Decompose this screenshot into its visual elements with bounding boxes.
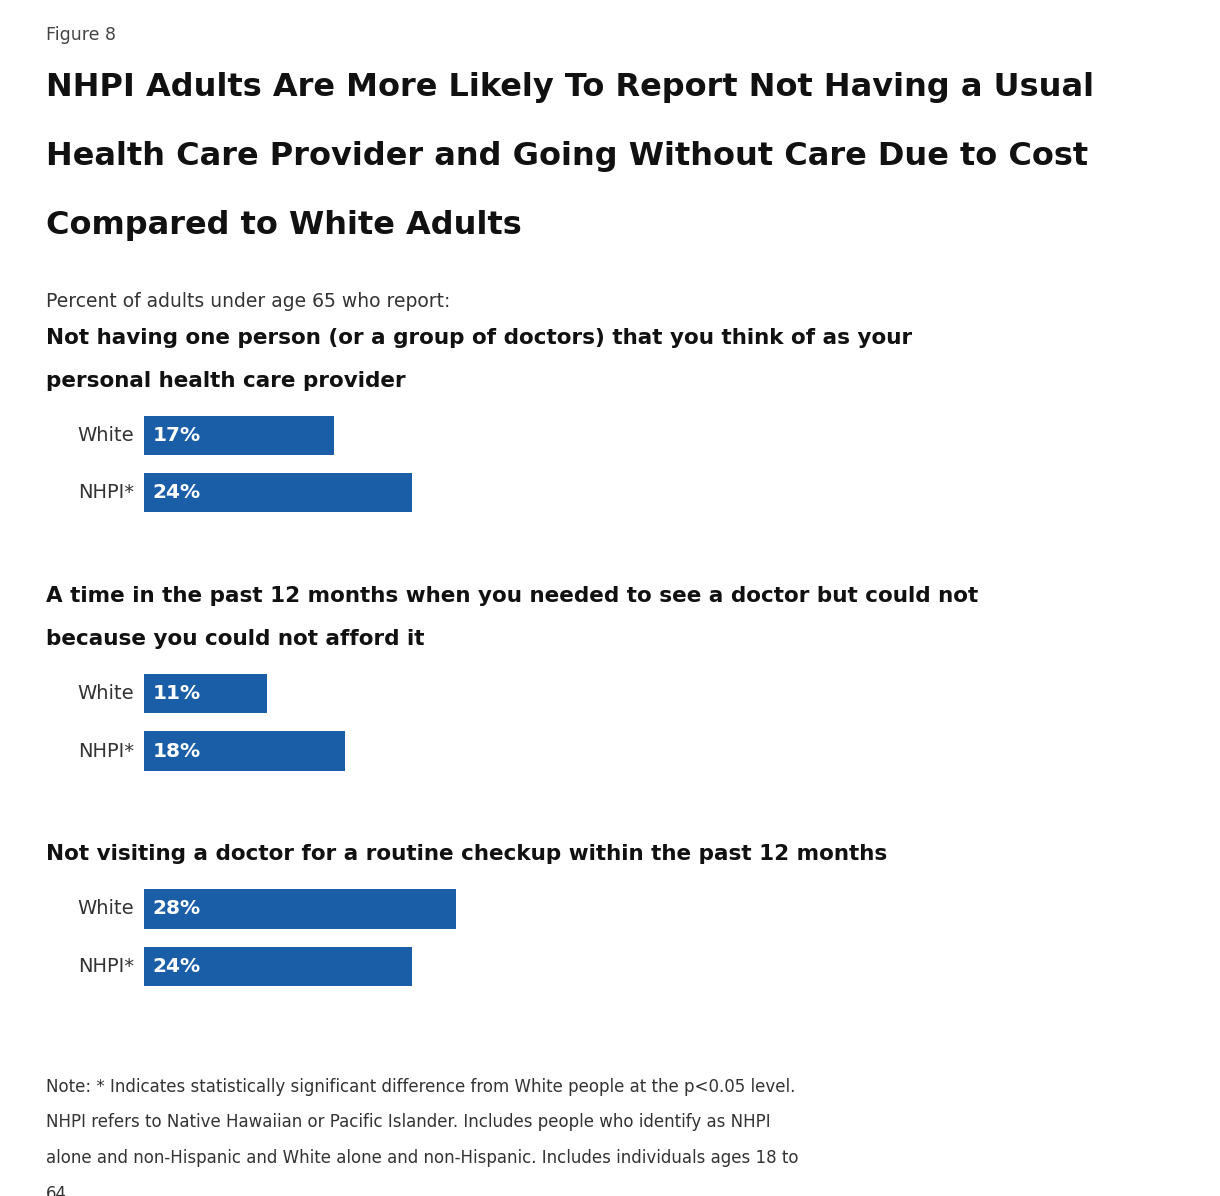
Text: A time in the past 12 months when you needed to see a doctor but could not: A time in the past 12 months when you ne… [46,586,978,606]
Text: 17%: 17% [152,426,200,445]
Text: White: White [78,426,134,445]
Text: Not having one person (or a group of doctors) that you think of as your: Not having one person (or a group of doc… [46,328,913,348]
Text: 24%: 24% [152,483,200,502]
Bar [144,474,411,513]
Text: NHPI*: NHPI* [78,483,134,502]
Text: 11%: 11% [152,684,200,703]
Bar [144,416,333,456]
Bar [144,732,345,771]
Text: White: White [78,684,134,703]
Text: NHPI Adults Are More Likely To Report Not Having a Usual: NHPI Adults Are More Likely To Report No… [46,72,1094,103]
Bar [144,890,456,929]
Bar [144,947,411,987]
Text: Not visiting a doctor for a routine checkup within the past 12 months: Not visiting a doctor for a routine chec… [46,844,888,865]
Text: Note: * Indicates statistically significant difference from White people at the : Note: * Indicates statistically signific… [46,1078,795,1096]
Text: personal health care provider: personal health care provider [46,371,406,391]
Text: alone and non-Hispanic and White alone and non-Hispanic. Includes individuals ag: alone and non-Hispanic and White alone a… [46,1149,799,1167]
Text: 64.: 64. [46,1185,73,1196]
Text: NHPI refers to Native Hawaiian or Pacific Islander. Includes people who identify: NHPI refers to Native Hawaiian or Pacifi… [46,1113,771,1131]
Text: NHPI*: NHPI* [78,957,134,976]
Text: 28%: 28% [152,899,200,919]
Text: NHPI*: NHPI* [78,742,134,761]
Text: because you could not afford it: because you could not afford it [46,629,425,649]
Bar [144,675,267,714]
Text: Figure 8: Figure 8 [46,26,116,44]
Text: White: White [78,899,134,919]
Text: Compared to White Adults: Compared to White Adults [46,210,522,242]
Text: Health Care Provider and Going Without Care Due to Cost: Health Care Provider and Going Without C… [46,141,1088,172]
Text: 18%: 18% [152,742,200,761]
Text: Percent of adults under age 65 who report:: Percent of adults under age 65 who repor… [46,292,450,311]
Text: 24%: 24% [152,957,200,976]
